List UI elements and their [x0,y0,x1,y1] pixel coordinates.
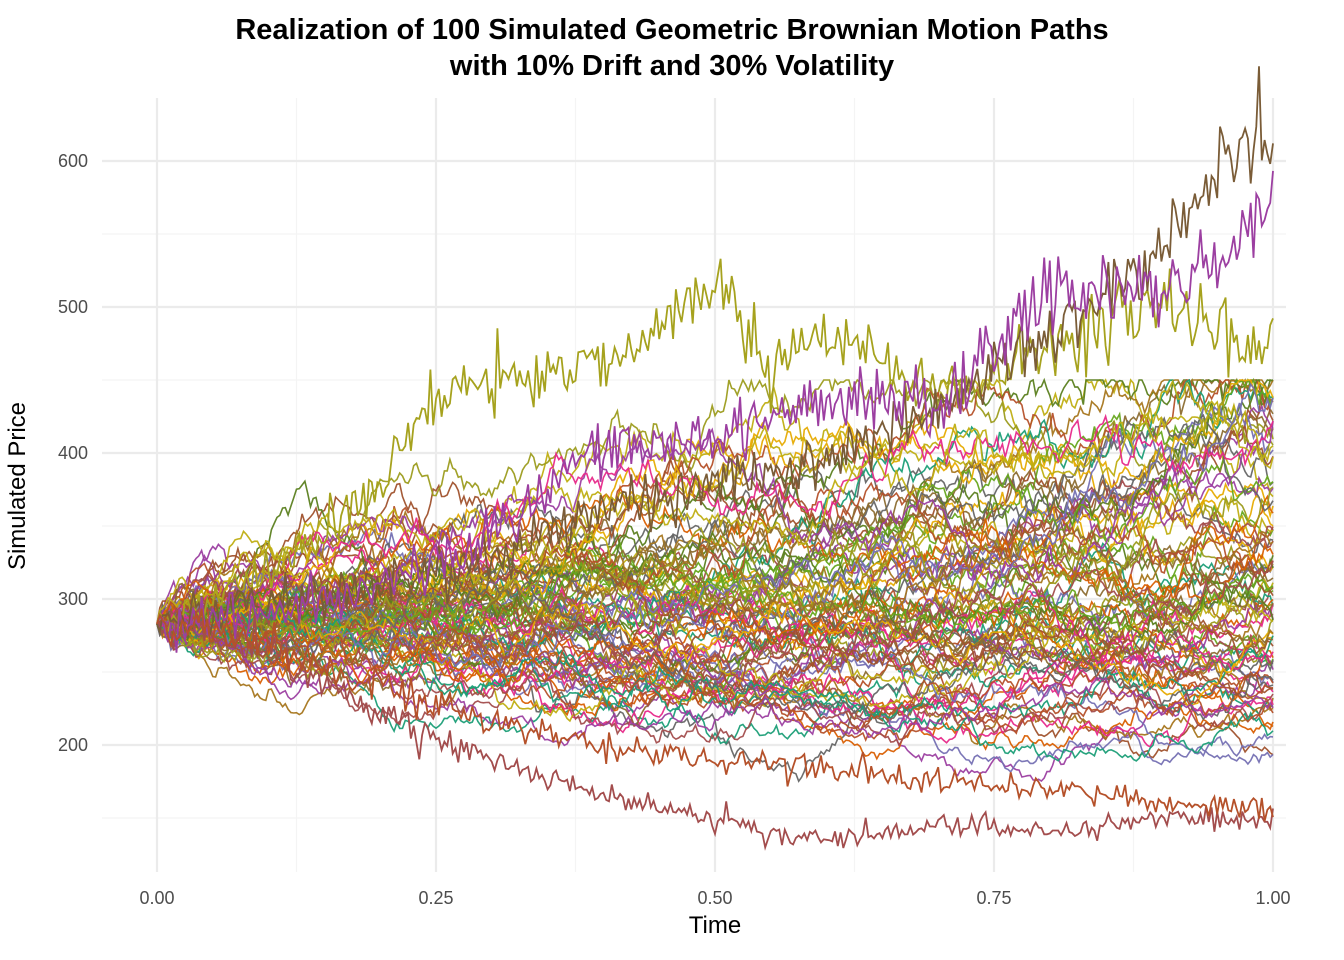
y-tick-label: 600 [58,151,88,171]
series-path [156,566,1274,693]
series-path [156,486,1274,663]
chart-title: Realization of 100 Simulated Geometric B… [235,14,1109,46]
series-path [156,524,1274,627]
series-path [156,614,1274,747]
series-path [156,379,1274,625]
y-tick-label: 200 [58,735,88,755]
series-path [156,509,1274,712]
x-tick-label: 0.75 [976,888,1011,908]
y-axis-title: Simulated Price [4,401,31,571]
series-path [156,377,1274,626]
series-path [156,547,1274,672]
series-path [156,544,1274,688]
series-path-highlight [156,608,1274,822]
chart-subtitle: with 10% Drift and 30% Volatility [449,50,895,82]
series-path [156,572,1274,721]
series-path [156,601,1274,735]
series-path [156,392,1274,625]
series-path-highlight [156,170,1274,653]
series-path [156,399,1274,667]
x-axis-title: Time [688,912,742,939]
series-path [156,533,1274,697]
series-path-highlight [156,614,1274,851]
series-path [156,413,1274,636]
series-path [156,598,1274,697]
y-tick-label: 500 [58,297,88,317]
series-path [156,598,1274,707]
x-tick-label: 0.25 [418,888,453,908]
series-path [156,560,1274,682]
x-tick-label: 0.00 [139,888,174,908]
y-tick-label: 400 [58,443,88,463]
x-tick-label: 0.50 [697,888,732,908]
x-tick-label: 1.00 [1255,888,1290,908]
series-path [156,560,1274,672]
y-tick-label: 300 [58,589,88,609]
axis-ticks: 200 300 400 500 600 0.00 0.25 0.50 0.75 1.00 [58,151,1291,908]
series-paths [156,66,1274,851]
series-path [156,382,1274,671]
series-path-highlight [156,258,1274,634]
